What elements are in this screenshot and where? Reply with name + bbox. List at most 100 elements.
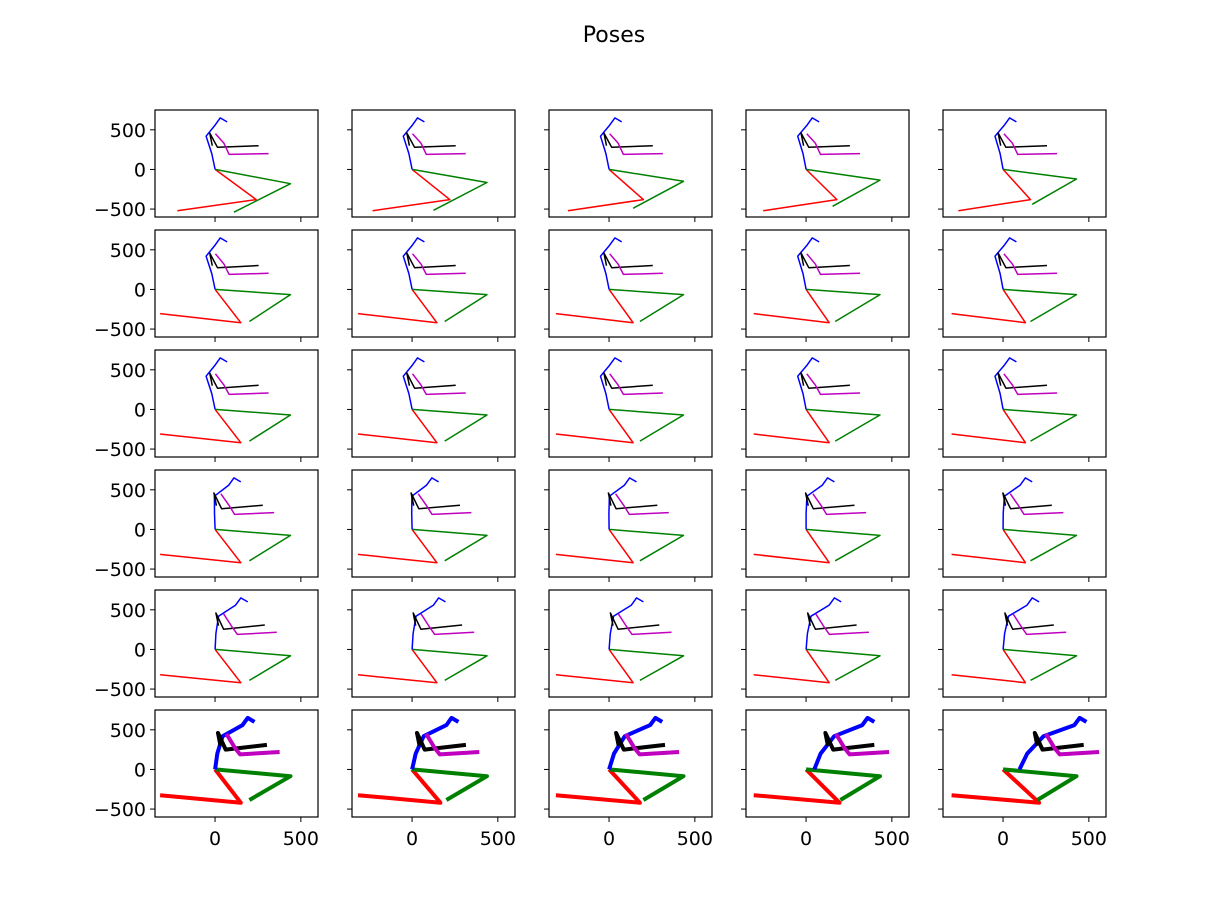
subplot-r3-c3 <box>544 349 713 462</box>
axes-frame <box>745 349 910 458</box>
green-limb-line <box>806 408 881 442</box>
red-limb-line <box>177 168 257 212</box>
green-limb-line <box>411 168 488 211</box>
y-tick-label: 0 <box>134 639 146 661</box>
magenta-limb-line <box>624 732 680 757</box>
magenta-limb-line <box>1003 253 1058 276</box>
green-limb-line <box>215 648 292 682</box>
figure-title: Poses <box>583 23 645 48</box>
x-tick-label: 0 <box>603 828 615 850</box>
x-tick-label: 0 <box>406 828 418 850</box>
axes-frame <box>351 469 516 578</box>
green-limb-line <box>806 648 881 682</box>
magenta-limb-line <box>411 253 466 276</box>
red-limb-line <box>951 767 1042 805</box>
magenta-limb-line <box>224 732 280 757</box>
red-limb-line <box>951 528 1027 564</box>
blue-limb-line <box>607 715 664 770</box>
y-tick-label: 500 <box>110 120 146 142</box>
subplot-r1-c5 <box>938 109 1107 222</box>
black-limb-line <box>412 612 463 630</box>
x-tick-label: 0 <box>800 828 812 850</box>
red-limb-line <box>951 408 1027 444</box>
green-limb-line <box>609 288 685 323</box>
green-limb-line <box>609 528 685 562</box>
blue-limb-line <box>402 237 425 290</box>
axes-frame <box>548 469 713 578</box>
magenta-limb-line <box>806 373 861 396</box>
green-limb-line <box>1003 168 1078 205</box>
subplot-r5-c2 <box>347 589 516 702</box>
black-limb-line <box>406 132 456 149</box>
axes-frame <box>745 469 910 578</box>
subplot-r3-c4 <box>741 349 910 462</box>
y-tick-label: −500 <box>94 439 146 461</box>
magenta-limb-line <box>1012 613 1067 636</box>
blue-limb-line <box>402 357 425 410</box>
subplot-r6-c3: 0 500 <box>544 709 713 850</box>
x-tick-label: 500 <box>677 828 713 850</box>
x-tick-label: 500 <box>283 828 319 850</box>
y-tick-label: −500 <box>94 199 146 221</box>
magenta-limb-line <box>834 732 890 757</box>
green-limb-line <box>412 528 488 562</box>
subplot-r6-c2: 0 500 <box>347 709 516 850</box>
magenta-limb-line <box>1003 133 1058 156</box>
magenta-limb-line <box>614 493 669 516</box>
green-limb-line <box>609 648 685 682</box>
blue-limb-line <box>805 477 835 530</box>
magenta-limb-line <box>806 253 861 276</box>
green-limb-line <box>215 288 292 323</box>
blue-limb-line <box>410 477 439 530</box>
black-limb-line <box>406 252 456 269</box>
black-limb-line <box>800 252 850 269</box>
red-limb-line <box>951 288 1027 324</box>
subplot-r4-c4 <box>741 469 910 582</box>
subplot-r4-c1: −500 0 500 <box>94 469 319 582</box>
green-limb-line <box>1003 528 1078 562</box>
green-limb-line <box>608 767 686 802</box>
x-tick-label: 500 <box>1071 828 1107 850</box>
blue-limb-line <box>599 117 623 170</box>
black-limb-line <box>609 612 660 630</box>
y-tick-label: 0 <box>134 759 146 781</box>
blue-limb-line <box>805 597 842 650</box>
subplot-grid: −500 0 500 −500 0 500 −500 0 500 −500 0 500 −500 0 500… <box>94 109 1107 850</box>
axes-frame <box>351 229 516 338</box>
magenta-limb-line <box>417 493 472 516</box>
axes-frame <box>548 109 713 218</box>
y-tick-label: 500 <box>110 240 146 262</box>
magenta-limb-line <box>411 133 466 156</box>
subplot-r5-c1: −500 0 500 <box>94 589 319 702</box>
axes-frame <box>942 349 1107 458</box>
subplot-r1-c1: −500 0 500 <box>94 109 319 222</box>
green-limb-line <box>609 408 685 442</box>
blue-limb-line <box>608 597 644 650</box>
blue-limb-line <box>214 597 249 650</box>
subplot-r1-c2 <box>347 109 516 222</box>
subplot-r4-c5 <box>938 469 1107 582</box>
black-limb-line <box>208 252 259 269</box>
magenta-limb-line <box>214 373 269 396</box>
blue-limb-line <box>205 357 228 410</box>
y-tick-label: 0 <box>134 279 146 301</box>
black-limb-line <box>823 731 875 752</box>
subplot-r5-c5 <box>938 589 1107 702</box>
y-tick-label: 0 <box>134 399 146 421</box>
black-limb-line <box>603 252 653 269</box>
black-limb-line <box>215 612 265 630</box>
magenta-limb-line <box>411 373 466 396</box>
axes-frame <box>154 469 319 578</box>
red-limb-line <box>567 168 645 212</box>
black-limb-line <box>415 731 467 752</box>
red-limb-line <box>753 648 830 684</box>
axes-frame <box>548 709 713 818</box>
red-limb-line <box>753 528 830 564</box>
red-limb-line <box>753 767 842 805</box>
x-tick-label: 0 <box>209 828 221 850</box>
black-limb-line <box>997 252 1048 269</box>
subplot-r6-c1: −500 0 500 0 500 <box>94 709 319 850</box>
green-limb-line <box>412 288 488 323</box>
black-limb-line <box>806 612 857 630</box>
